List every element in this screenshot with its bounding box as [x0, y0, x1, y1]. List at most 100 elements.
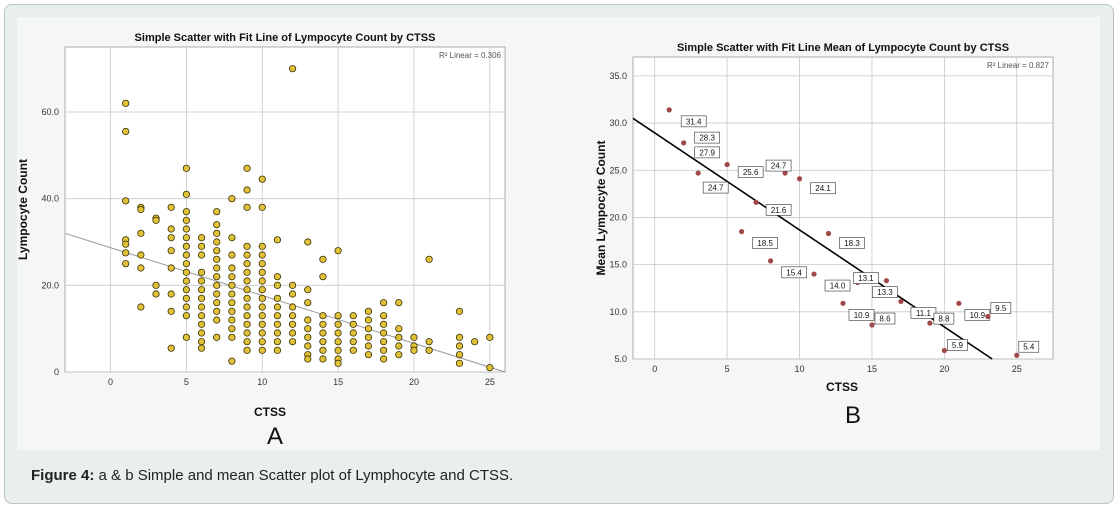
data-point	[228, 357, 236, 365]
data-point	[334, 247, 342, 255]
data-point	[182, 242, 190, 250]
data-label-box	[810, 182, 836, 195]
data-point	[182, 294, 190, 302]
data-point	[167, 290, 175, 298]
data-point	[243, 203, 251, 211]
data-point	[167, 225, 175, 233]
x-tick-label: 0	[108, 377, 113, 387]
data-point	[410, 333, 418, 341]
r-squared-annotation: R² Linear = 0.827	[987, 61, 1050, 70]
data-point	[288, 312, 297, 320]
data-point	[258, 175, 266, 183]
x-tick-label: 15	[333, 377, 343, 387]
data-point	[319, 312, 327, 320]
data-point	[213, 238, 221, 246]
data-point	[273, 320, 282, 328]
data-point	[364, 325, 373, 333]
data-point	[724, 161, 730, 168]
data-point	[228, 264, 236, 272]
data-point	[273, 312, 282, 320]
data-point	[364, 316, 373, 324]
data-point	[319, 329, 327, 337]
data-point	[288, 290, 297, 298]
data-point	[258, 303, 266, 311]
chart-b-svg: 0 5 10 15 20 25 5.0 10.0 15.0 20.0 25.0 30.0 35.0 Sim…	[594, 42, 1054, 429]
data-label-box	[694, 146, 720, 159]
data-point	[782, 170, 788, 176]
data-label: 18.5	[757, 239, 773, 248]
x-tick-label: 0	[652, 364, 657, 374]
data-point	[258, 251, 266, 259]
data-point	[137, 264, 145, 272]
data-point	[152, 281, 160, 289]
data-point	[122, 197, 130, 205]
data-point	[380, 338, 388, 346]
data-point	[273, 236, 282, 244]
data-point	[182, 277, 190, 285]
y-tick-label: 20.0	[41, 280, 59, 290]
data-point	[197, 268, 206, 276]
data-point	[304, 325, 312, 333]
data-point	[137, 229, 145, 237]
data-point	[213, 290, 221, 298]
data-point	[243, 242, 251, 250]
data-point	[288, 329, 297, 337]
data-label: 25.6	[743, 168, 759, 177]
data-point	[182, 333, 190, 341]
data-point	[243, 164, 251, 172]
data-point	[349, 338, 357, 346]
data-point	[288, 281, 297, 289]
data-point	[941, 347, 947, 354]
data-point	[243, 312, 251, 320]
data-point	[681, 140, 687, 146]
data-point	[334, 346, 342, 354]
data-label: 18.3	[844, 239, 860, 248]
y-axis-label: Lympocyte Count	[17, 159, 30, 260]
r-squared-annotation: R² Linear = 0.306	[439, 51, 502, 60]
data-point	[182, 164, 190, 172]
data-point	[395, 351, 403, 359]
data-point	[395, 325, 403, 333]
data-point	[243, 320, 251, 328]
data-point	[167, 307, 175, 315]
data-point	[243, 260, 251, 268]
data-point	[243, 329, 251, 337]
x-tick-label: 25	[485, 377, 495, 387]
data-point	[334, 312, 342, 320]
data-point	[137, 205, 145, 214]
data-point	[425, 346, 433, 354]
data-point	[334, 359, 342, 367]
data-point	[182, 225, 190, 233]
data-label-box	[737, 166, 764, 178]
data-point	[956, 300, 962, 306]
data-label: 31.4	[686, 117, 702, 126]
data-point	[243, 338, 251, 346]
data-point	[985, 313, 991, 320]
data-label: 24.7	[771, 162, 787, 171]
data-point	[228, 195, 236, 203]
data-point	[349, 346, 357, 354]
x-tick-label: 10	[257, 377, 267, 387]
data-point	[273, 273, 282, 281]
data-point	[243, 277, 251, 285]
data-label-box	[872, 286, 898, 298]
data-label-box	[1018, 340, 1040, 353]
data-point	[486, 333, 494, 341]
data-point	[197, 251, 206, 259]
data-point	[288, 65, 297, 73]
data-point	[213, 221, 221, 229]
data-point	[137, 303, 145, 311]
data-point	[380, 320, 388, 328]
data-point	[471, 338, 479, 346]
data-point	[364, 333, 373, 341]
x-tick-label: 20	[939, 364, 949, 374]
data-point	[182, 268, 190, 276]
fit-line	[632, 117, 993, 360]
data-point	[197, 242, 206, 250]
data-point	[927, 320, 933, 326]
data-label: 5.9	[952, 341, 964, 350]
y-tick-label: 5.0	[614, 354, 627, 364]
data-point	[304, 342, 312, 350]
data-point	[182, 312, 190, 320]
data-point	[213, 333, 221, 341]
